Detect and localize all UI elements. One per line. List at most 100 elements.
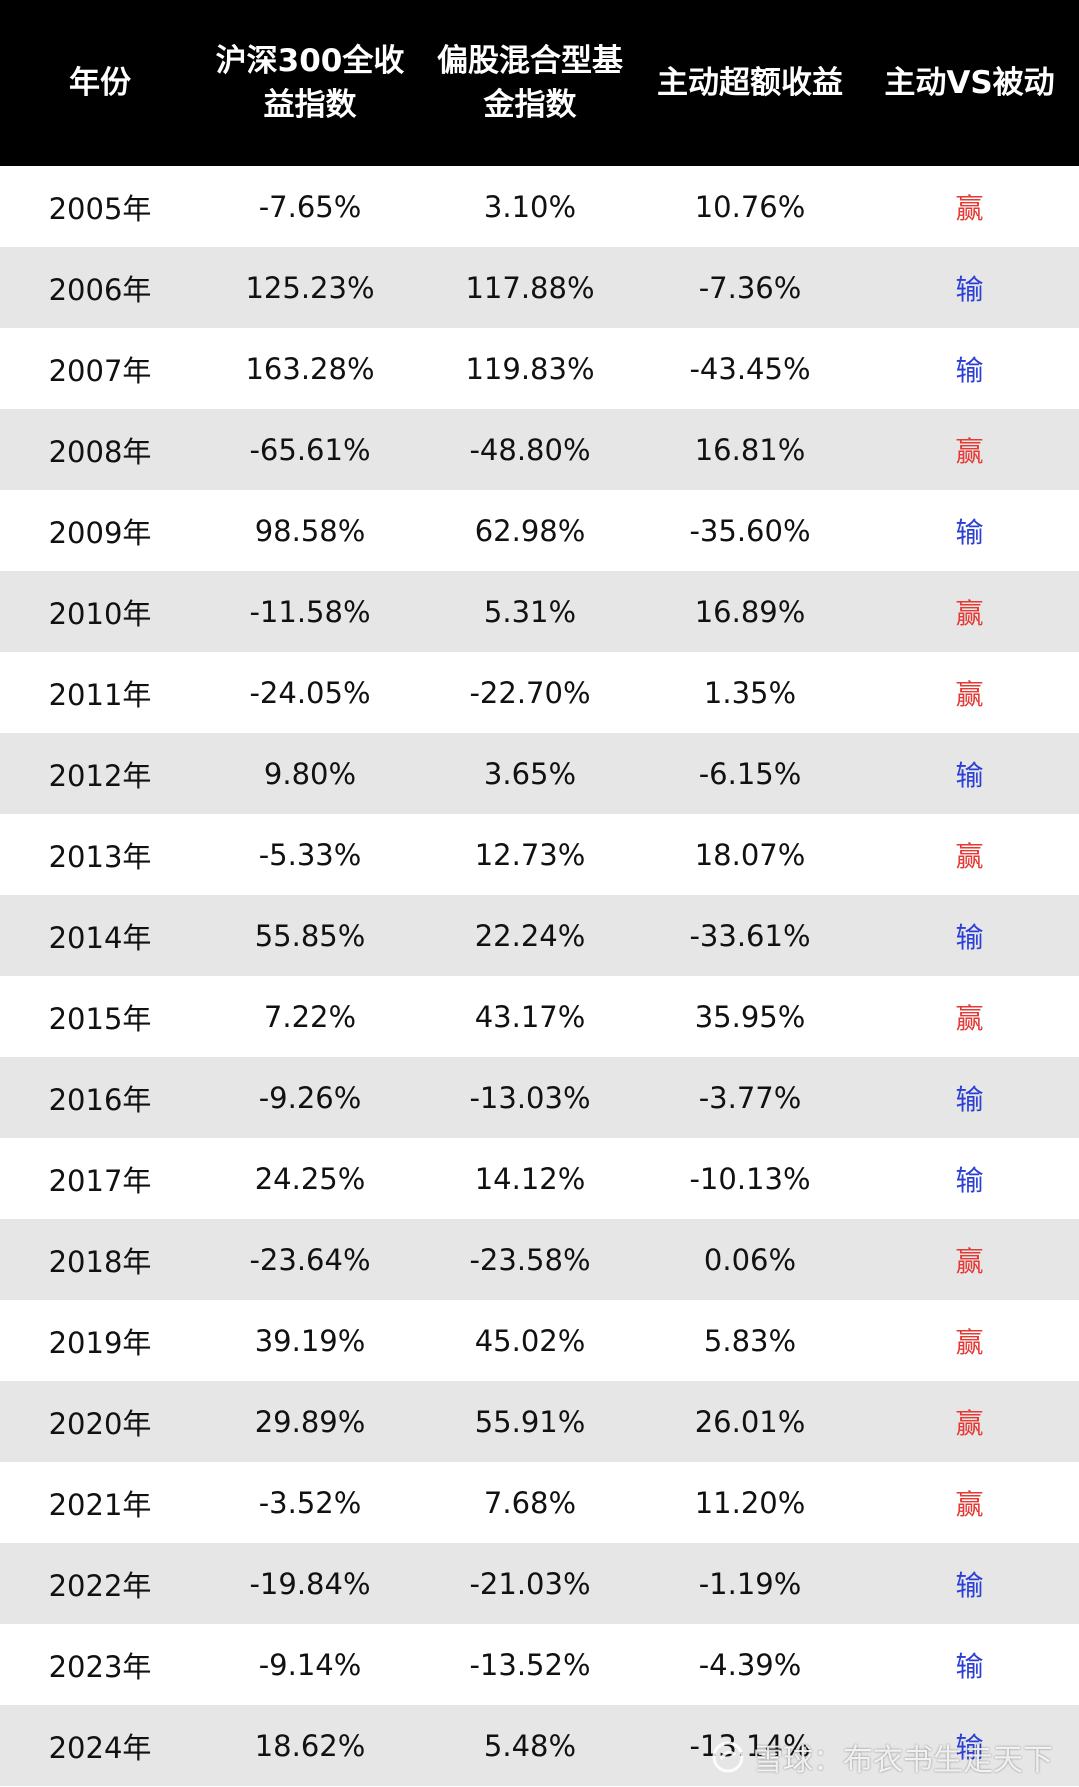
table-row: 2009年 98.58% 62.98% -35.60% 输 — [0, 490, 1079, 571]
cell-excess-return: -1.19% — [698, 1566, 802, 1601]
cell-year: 2012年 — [48, 758, 152, 793]
cell-excess-return: 5.83% — [703, 1323, 797, 1358]
cell-year: 2005年 — [48, 191, 152, 226]
table-header: 年份 沪深300全收益指数 偏股混合型基金指数 主动超额收益 主动VS被动 — [0, 0, 1079, 166]
cell-year: 2017年 — [48, 1163, 152, 1198]
cell-csi300: 18.62% — [254, 1728, 366, 1763]
cell-excess-return: -10.13% — [689, 1161, 811, 1196]
cell-csi300: -65.61% — [249, 432, 371, 467]
cell-excess-return: 10.76% — [694, 189, 806, 224]
header-active-excess-return: 主动超额收益 — [657, 65, 843, 101]
cell-fund-index: 3.10% — [483, 189, 577, 224]
cell-csi300: -11.58% — [249, 594, 371, 629]
cell-excess-return: -4.39% — [698, 1647, 802, 1682]
table-row: 2008年 -65.61% -48.80% 16.81% 赢 — [0, 409, 1079, 490]
table-row: 2023年 -9.14% -13.52% -4.39% 输 — [0, 1624, 1079, 1705]
cell-csi300: 24.25% — [254, 1161, 366, 1196]
cell-result: 输 — [955, 1163, 984, 1197]
table-row: 2005年 -7.65% 3.10% 10.76% 赢 — [0, 166, 1079, 247]
cell-excess-return: 26.01% — [694, 1404, 806, 1439]
cell-csi300: -5.33% — [258, 837, 362, 872]
cell-year: 2018年 — [48, 1244, 152, 1279]
cell-fund-index: 43.17% — [474, 999, 586, 1034]
cell-result: 赢 — [955, 1325, 984, 1359]
cell-fund-index: 14.12% — [474, 1161, 586, 1196]
cell-result: 输 — [955, 1082, 984, 1116]
cell-csi300: 98.58% — [254, 513, 366, 548]
header-active-vs-passive: 主动VS被动 — [884, 65, 1055, 101]
cell-year: 2015年 — [48, 1001, 152, 1036]
cell-csi300: 7.22% — [263, 999, 357, 1034]
cell-fund-index: 12.73% — [474, 837, 586, 872]
cell-result: 输 — [955, 1730, 984, 1764]
cell-csi300: -24.05% — [249, 675, 371, 710]
cell-excess-return: -35.60% — [689, 513, 811, 548]
cell-result: 输 — [955, 1568, 984, 1602]
cell-result: 赢 — [955, 191, 984, 225]
table-row: 2011年 -24.05% -22.70% 1.35% 赢 — [0, 652, 1079, 733]
table-row: 2024年 18.62% 5.48% -13.14% 输 — [0, 1705, 1079, 1786]
header-csi300-total-return: 沪深300全收益指数 — [215, 43, 405, 123]
cell-result: 赢 — [955, 434, 984, 468]
cell-fund-index: 55.91% — [474, 1404, 586, 1439]
cell-result: 输 — [955, 1649, 984, 1683]
table-row: 2010年 -11.58% 5.31% 16.89% 赢 — [0, 571, 1079, 652]
cell-excess-return: 35.95% — [694, 999, 806, 1034]
cell-result: 输 — [955, 272, 984, 306]
cell-fund-index: -13.52% — [469, 1647, 591, 1682]
cell-excess-return: 16.81% — [694, 432, 806, 467]
cell-csi300: 39.19% — [254, 1323, 366, 1358]
cell-year: 2022年 — [48, 1568, 152, 1603]
cell-year: 2009年 — [48, 515, 152, 550]
cell-year: 2008年 — [48, 434, 152, 469]
cell-year: 2014年 — [48, 920, 152, 955]
cell-fund-index: -13.03% — [469, 1080, 591, 1115]
cell-excess-return: -13.14% — [689, 1728, 811, 1763]
cell-year: 2016年 — [48, 1082, 152, 1117]
cell-csi300: -7.65% — [258, 189, 362, 224]
cell-fund-index: 22.24% — [474, 918, 586, 953]
cell-result: 赢 — [955, 1244, 984, 1278]
cell-result: 赢 — [955, 1487, 984, 1521]
table-row: 2012年 9.80% 3.65% -6.15% 输 — [0, 733, 1079, 814]
header-year: 年份 — [69, 65, 131, 101]
cell-excess-return: 11.20% — [694, 1485, 806, 1520]
table-body: 2005年 -7.65% 3.10% 10.76% 赢 2006年 125.23% 117.8… — [0, 166, 1079, 1786]
cell-excess-return: -6.15% — [698, 756, 802, 791]
cell-csi300: 55.85% — [254, 918, 366, 953]
table-row: 2016年 -9.26% -13.03% -3.77% 输 — [0, 1057, 1079, 1138]
cell-year: 2019年 — [48, 1325, 152, 1360]
table-row: 2007年 163.28% 119.83% -43.45% 输 — [0, 328, 1079, 409]
cell-csi300: -9.14% — [258, 1647, 362, 1682]
cell-year: 2023年 — [48, 1649, 152, 1684]
cell-fund-index: -21.03% — [469, 1566, 591, 1601]
cell-year: 2006年 — [48, 272, 152, 307]
cell-csi300: -3.52% — [258, 1485, 362, 1520]
cell-csi300: -9.26% — [258, 1080, 362, 1115]
cell-fund-index: 3.65% — [483, 756, 577, 791]
cell-fund-index: -23.58% — [469, 1242, 591, 1277]
header-equity-hybrid-fund-index: 偏股混合型基金指数 — [437, 43, 623, 123]
table-row: 2021年 -3.52% 7.68% 11.20% 赢 — [0, 1462, 1079, 1543]
cell-fund-index: -22.70% — [469, 675, 591, 710]
cell-result: 赢 — [955, 677, 984, 711]
cell-year: 2024年 — [48, 1730, 152, 1765]
table-row: 2017年 24.25% 14.12% -10.13% 输 — [0, 1138, 1079, 1219]
cell-fund-index: 117.88% — [465, 270, 595, 305]
cell-result: 输 — [955, 515, 984, 549]
table-row: 2013年 -5.33% 12.73% 18.07% 赢 — [0, 814, 1079, 895]
cell-year: 2010年 — [48, 596, 152, 631]
cell-result: 赢 — [955, 1406, 984, 1440]
cell-excess-return: -33.61% — [689, 918, 811, 953]
cell-csi300: 9.80% — [263, 756, 357, 791]
table-row: 2014年 55.85% 22.24% -33.61% 输 — [0, 895, 1079, 976]
cell-year: 2021年 — [48, 1487, 152, 1522]
cell-excess-return: -43.45% — [689, 351, 811, 386]
cell-fund-index: 119.83% — [465, 351, 595, 386]
table-row: 2006年 125.23% 117.88% -7.36% 输 — [0, 247, 1079, 328]
cell-result: 输 — [955, 758, 984, 792]
cell-result: 赢 — [955, 839, 984, 873]
cell-fund-index: -48.80% — [469, 432, 591, 467]
cell-excess-return: 16.89% — [694, 594, 806, 629]
cell-csi300: 29.89% — [254, 1404, 366, 1439]
